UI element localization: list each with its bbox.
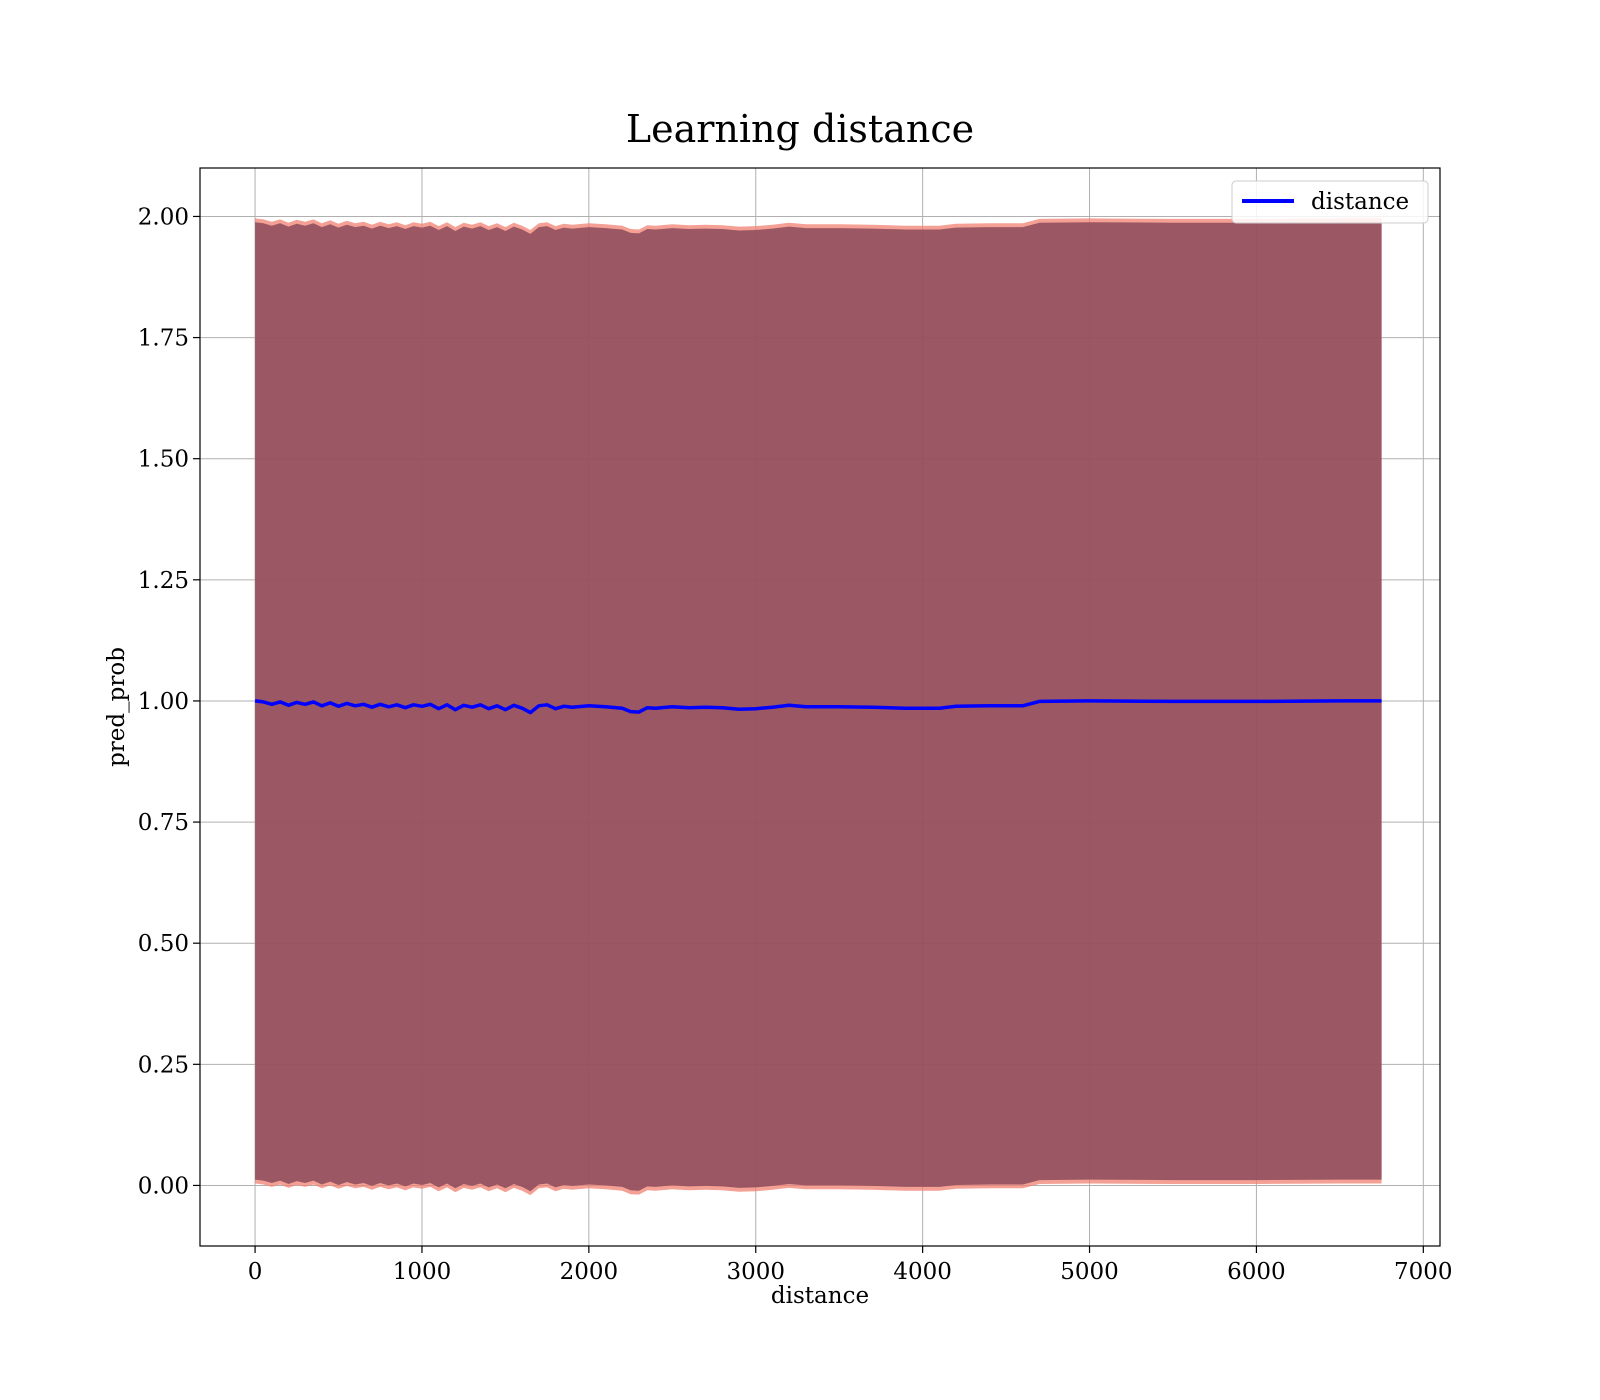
chart-title: Learning distance [626,107,974,151]
plot-frame [199,167,1441,1247]
y-tick-label: 0.25 [138,1052,189,1078]
x-tick-label: 1000 [393,1259,452,1285]
y-tick-label: 0.50 [138,931,189,957]
x-tick-label: 7000 [1394,1259,1453,1285]
y-axis: 0.00 0.25 0.50 0.75 1.00 1.25 1.50 1.75 2.00 [138,204,200,1199]
series-line-distance [254,699,1382,715]
x-tick-label: 0 [248,1259,263,1285]
y-tick-label: 1.00 [138,689,189,715]
y-tick-label: 0.75 [138,810,189,836]
legend-label-distance: distance [1311,189,1409,215]
x-tick-label: 5000 [1060,1259,1119,1285]
y-tick-label: 1.25 [138,568,189,594]
series-lines [254,699,1382,715]
y-axis-label: pred_prob [104,647,130,767]
y-tick-label: 1.50 [138,447,189,473]
x-tick-label: 3000 [726,1259,785,1285]
y-tick-label: 0.00 [138,1173,189,1199]
y-tick-label: 2.00 [138,204,189,230]
x-axis-label: distance [771,1283,869,1309]
y-tick-label: 1.75 [138,326,189,352]
legend-box [1231,180,1429,224]
x-axis: 0 1000 2000 3000 4000 5000 6000 7000 [248,1246,1453,1285]
x-tick-label: 2000 [560,1259,619,1285]
legend: distance [1231,180,1429,224]
x-tick-label: 4000 [893,1259,952,1285]
x-tick-label: 6000 [1227,1259,1286,1285]
